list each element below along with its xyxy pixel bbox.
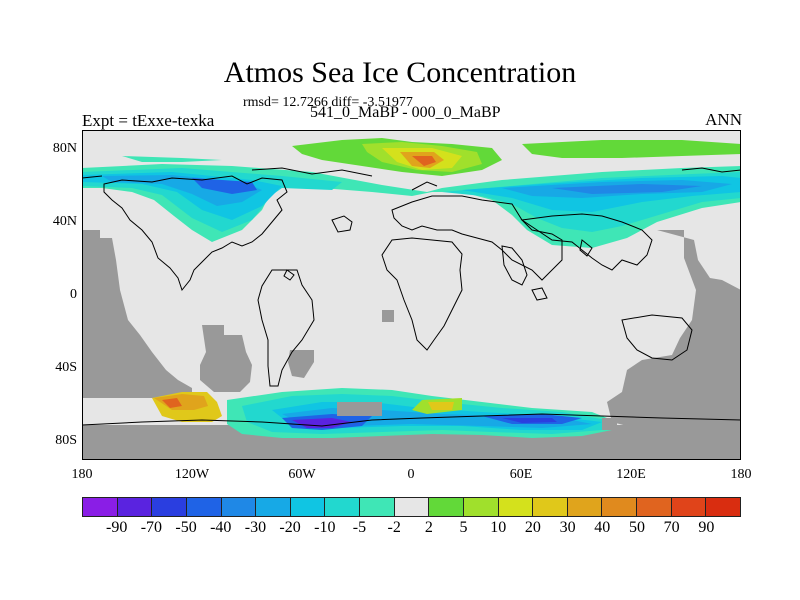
colorbar-swatch	[325, 497, 360, 517]
x-tick-60e: 60E	[509, 467, 533, 482]
colorbar-label: -70	[140, 519, 163, 536]
colorbar-swatch	[82, 497, 118, 517]
colorbar-swatch	[186, 497, 222, 517]
colorbar-swatch	[567, 497, 603, 517]
colorbar-label: -20	[279, 519, 301, 536]
x-tick-120e: 120E	[616, 467, 646, 482]
colorbar-swatch	[602, 497, 637, 517]
y-tick-80n: 80N	[52, 141, 77, 156]
colorbar-swatch	[671, 497, 707, 517]
map-panel	[81, 130, 742, 460]
colorbar-label: 10	[490, 519, 507, 536]
stats-text: rmsd= 12.7266 diff= -3.51977	[243, 95, 413, 110]
map-frame	[82, 130, 741, 460]
colorbar-swatch	[256, 497, 291, 517]
colorbar-swatch	[152, 497, 187, 517]
colorbar-label: -50	[175, 519, 197, 536]
colorbar-swatch	[117, 497, 153, 517]
colorbar-label: 2	[424, 519, 433, 536]
colorbar-swatch	[463, 497, 499, 517]
y-tick-40n: 40N	[52, 214, 77, 229]
colorbar-label: 30	[559, 519, 576, 536]
coastlines	[81, 167, 742, 427]
colorbar-label: 20	[524, 519, 541, 536]
colorbar-swatch	[290, 497, 326, 517]
experiment-label: Expt = tExxe-texka	[82, 111, 215, 130]
season-label: ANN	[705, 110, 742, 129]
nh-sea-ice-field	[82, 138, 741, 248]
colorbar	[82, 497, 741, 517]
colorbar-label: -40	[210, 519, 232, 536]
x-tick-120w: 120W	[174, 467, 210, 482]
x-tick-180e: 180	[730, 467, 752, 482]
x-tick-60w: 60W	[288, 467, 316, 482]
colorbar-swatch	[706, 497, 741, 517]
colorbar-swatch	[221, 497, 257, 517]
colorbar-label: 5	[459, 519, 468, 536]
chart-title: Atmos Sea Ice Concentration	[223, 56, 577, 89]
colorbar-swatch	[533, 497, 568, 517]
colorbar-label: 90	[698, 519, 715, 536]
x-tick-0: 0	[407, 467, 415, 482]
colorbar-label: 40	[594, 519, 611, 536]
y-tick-0: 0	[70, 287, 77, 302]
colorbar-label: -10	[314, 519, 336, 536]
colorbar-label: 70	[663, 519, 680, 536]
colorbar-label: 50	[628, 519, 645, 536]
colorbar-swatch	[360, 497, 395, 517]
y-tick-40s: 40S	[55, 360, 77, 375]
colorbar-swatch	[429, 497, 464, 517]
x-tick-180w: 180	[71, 467, 93, 482]
colorbar-swatch	[637, 497, 672, 517]
colorbar-label: -2	[387, 519, 401, 536]
y-tick-80s: 80S	[55, 433, 77, 448]
colorbar-swatch	[394, 497, 430, 517]
colorbar-label: -5	[352, 519, 367, 536]
chart-subtitle: 541_0_MaBP - 000_0_MaBP	[310, 104, 501, 121]
colorbar-swatch	[498, 497, 534, 517]
map-svg	[81, 130, 742, 460]
colorbar-label: -30	[244, 519, 267, 536]
colorbar-label: -90	[106, 519, 128, 536]
